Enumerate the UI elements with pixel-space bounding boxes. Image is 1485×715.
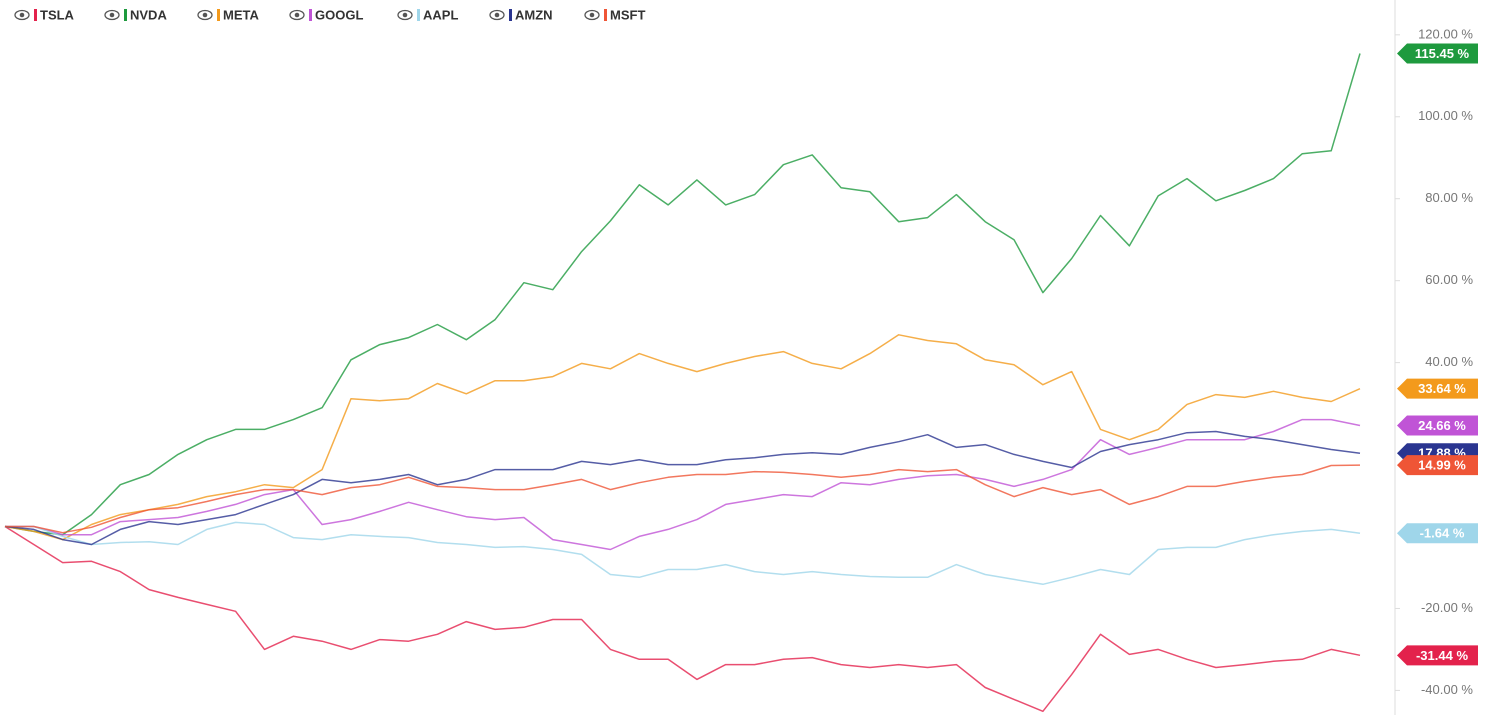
eye-pupil (294, 12, 300, 18)
legend-swatch (217, 9, 220, 21)
legend-label: AAPL (423, 7, 458, 22)
badge-shape (1397, 645, 1478, 666)
value-badge: 14.99 % (1397, 455, 1478, 476)
legend-swatch (509, 9, 512, 21)
eye-pupil (19, 12, 25, 18)
legend-swatch (34, 9, 37, 21)
value-badge: -31.44 % (1397, 645, 1478, 666)
legend-item[interactable]: NVDA (104, 7, 167, 22)
series-line (4, 334, 1361, 541)
eye-pupil (402, 12, 408, 18)
series-line (5, 418, 1361, 551)
value-label: 33.64 % (1418, 381, 1466, 396)
value-badge: 33.64 % (1397, 378, 1478, 399)
y-tick-label: 40.00 % (1425, 354, 1473, 369)
value-label: 115.45 % (1415, 46, 1470, 61)
series-line (4, 525, 1361, 713)
eye-icon (584, 9, 600, 21)
eye-icon (397, 9, 413, 21)
legend-item[interactable]: AMZN (489, 7, 553, 22)
value-label: -31.44 % (1416, 648, 1468, 663)
badge-shape (1397, 378, 1478, 399)
y-tick-label: 60.00 % (1425, 272, 1473, 287)
eye-icon (289, 9, 305, 21)
y-tick-label: 80.00 % (1425, 190, 1473, 205)
legend-item[interactable]: TSLA (14, 7, 75, 22)
eye-icon (104, 9, 120, 21)
eye-icon (14, 9, 30, 21)
series-line (5, 464, 1361, 534)
y-tick-label: 100.00 % (1418, 108, 1473, 123)
eye-pupil (589, 12, 595, 18)
y-tick-label: -40.00 % (1421, 682, 1473, 697)
value-label: 24.66 % (1418, 418, 1466, 433)
legend-swatch (309, 9, 312, 21)
series-line (5, 521, 1361, 586)
value-badge: 24.66 % (1397, 415, 1478, 436)
legend-label: TSLA (40, 7, 75, 22)
eye-pupil (109, 12, 115, 18)
legend-item[interactable]: MSFT (584, 7, 645, 22)
eye-icon (489, 9, 505, 21)
badge-shape (1397, 43, 1478, 64)
series-line (4, 430, 1361, 546)
value-label: 14.99 % (1418, 458, 1466, 473)
legend-label: META (223, 7, 259, 22)
legend-swatch (604, 9, 607, 21)
eye-icon (197, 9, 213, 21)
value-badge: 115.45 % (1397, 43, 1478, 64)
legend-item[interactable]: META (197, 7, 259, 22)
legend-swatch (124, 9, 127, 21)
legend-item[interactable]: GOOGL (289, 7, 363, 22)
legend-label: AMZN (515, 7, 553, 22)
badge-shape (1397, 415, 1478, 436)
y-tick-label: 120.00 % (1418, 26, 1473, 41)
eye-pupil (202, 12, 208, 18)
y-tick-label: -20.00 % (1421, 600, 1473, 615)
value-label: -1.64 % (1420, 526, 1465, 541)
badge-shape (1397, 455, 1478, 476)
legend-label: MSFT (610, 7, 645, 22)
value-badge: -1.64 % (1397, 523, 1478, 544)
eye-pupil (494, 12, 500, 18)
series-line (4, 53, 1361, 536)
legend-label: GOOGL (315, 7, 363, 22)
legend-swatch (417, 9, 420, 21)
legend-label: NVDA (130, 7, 167, 22)
badge-shape (1397, 523, 1478, 544)
legend-item[interactable]: AAPL (397, 7, 458, 22)
